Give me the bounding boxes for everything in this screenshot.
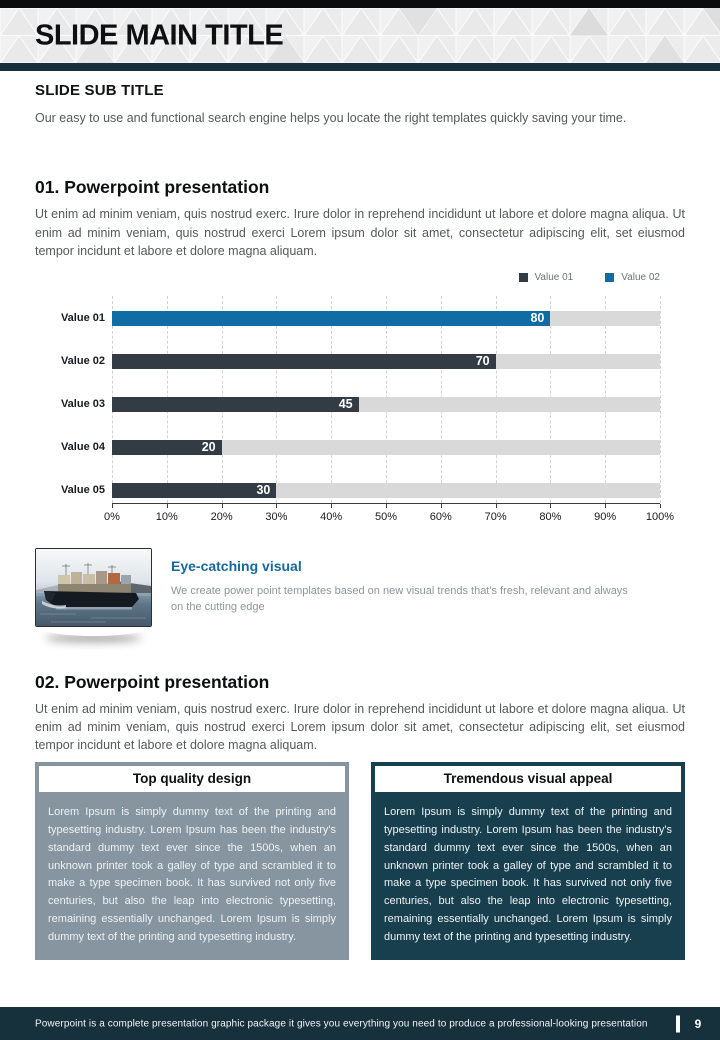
bar-value-label: 45 <box>338 397 353 412</box>
x-tick-label: 20% <box>210 510 233 523</box>
footer-bar: Powerpoint is a complete presentation gr… <box>0 1007 720 1040</box>
bar-chart: Value 01 Value 02 Value 01 80 Value 02 70 Val… <box>61 272 674 528</box>
legend-label: Value 02 <box>621 271 660 283</box>
x-tick-label: 10% <box>155 510 178 523</box>
feature-title: Eye-catching visual <box>171 557 302 574</box>
bar-value-label: 80 <box>530 311 545 326</box>
text-boxes-row: Top quality design Lorem Ipsum is simply… <box>35 762 685 961</box>
x-tick-mark <box>386 503 387 508</box>
box-body-text: Lorem Ipsum is simply dummy text of the … <box>48 806 336 943</box>
bar-value-label: 20 <box>201 440 216 455</box>
box-title: Tremendous visual appeal <box>375 766 681 793</box>
footer-text: Powerpoint is a complete presentation gr… <box>35 1018 648 1029</box>
category-label: Value 05 <box>60 483 105 496</box>
slide-content: SLIDE SUB TITLE Our easy to use and func… <box>0 71 720 961</box>
x-tick-label: 30% <box>265 510 288 523</box>
x-tick-mark <box>605 503 607 508</box>
header-divider <box>0 63 720 71</box>
bar-fill: 45 <box>112 396 359 412</box>
x-tick-mark <box>660 503 661 508</box>
x-tick-mark <box>112 503 113 508</box>
chart-legend: Value 01 Value 02 <box>112 272 660 283</box>
chart-row: Value 02 70 <box>61 353 660 369</box>
bar-value-label: 70 <box>475 354 490 369</box>
bar-fill: 30 <box>112 482 277 498</box>
category-label: Value 01 <box>60 311 105 324</box>
x-tick-label: 40% <box>320 510 343 523</box>
feature-block: Eye-catching visual We create power poin… <box>35 547 685 627</box>
container-ship-photo <box>35 547 152 627</box>
x-tick-mark <box>440 503 442 508</box>
section-2-heading: 02. Powerpoint presentation <box>35 671 270 692</box>
triangle-pattern-background <box>0 8 720 63</box>
bar-fill: 20 <box>112 439 222 455</box>
bar-fill: 80 <box>112 310 551 326</box>
image-shadow <box>41 620 146 636</box>
legend-swatch <box>518 272 528 282</box>
x-tick-label: 90% <box>594 510 617 523</box>
x-tick-mark <box>166 503 168 508</box>
x-tick-label: 60% <box>429 510 452 523</box>
x-tick-mark <box>495 503 497 508</box>
bar-fill: 70 <box>112 353 496 369</box>
x-tick-label: 70% <box>484 510 507 523</box>
header-band: SLIDE MAIN TITLE <box>0 8 720 63</box>
category-label: Value 04 <box>60 440 105 453</box>
x-tick-label: 80% <box>539 510 562 523</box>
intro-paragraph: Our easy to use and functional search en… <box>35 111 627 125</box>
section-1-body: Ut enim ad minim veniam, quis nostrud ex… <box>35 207 685 258</box>
section-1-heading: 01. Powerpoint presentation <box>35 177 270 198</box>
x-tick-label: 100% <box>645 510 675 523</box>
x-tick-label: 0% <box>104 510 120 523</box>
chart-row: Value 05 30 <box>61 482 660 498</box>
x-tick-mark <box>221 503 223 508</box>
chart-row: Value 04 20 <box>61 439 660 455</box>
legend-item: Value 02 <box>605 272 660 283</box>
x-tick-label: 50% <box>374 510 398 523</box>
slide-main-title: SLIDE MAIN TITLE <box>35 19 284 51</box>
chart-plot-area: Value 01 80 Value 02 70 Value 03 45 Value 04 20… <box>61 295 661 504</box>
feature-description: We create power point templates based on… <box>171 584 628 614</box>
box-top-quality-design: Top quality design Lorem Ipsum is simply… <box>35 762 349 961</box>
chart-x-axis: 0% 10% 20% 30% 40% 50% 60% 70% 80% 90% 100% <box>104 503 674 528</box>
legend-label: Value 01 <box>534 271 574 283</box>
x-tick-mark <box>276 503 278 508</box>
box-body-text: Lorem Ipsum is simply dummy text of the … <box>384 806 672 943</box>
top-black-bar <box>0 0 720 8</box>
legend-item: Value 01 <box>518 271 574 283</box>
box-title: Top quality design <box>39 766 345 793</box>
bar-value-label: 30 <box>256 483 271 498</box>
legend-swatch <box>605 272 615 282</box>
section-2-body: Ut enim ad minim veniam, quis nostrud ex… <box>35 701 685 752</box>
page-number-separator <box>676 1015 680 1032</box>
chart-row: Value 01 80 <box>61 310 660 326</box>
x-tick-mark <box>331 503 333 508</box>
gridline <box>660 295 661 503</box>
chart-row: Value 03 45 <box>61 396 660 412</box>
feature-text: Eye-catching visual We create power poin… <box>171 548 641 627</box>
x-tick-mark <box>550 503 552 508</box>
category-label: Value 02 <box>60 354 105 367</box>
slide-sub-title: SLIDE SUB TITLE <box>35 82 164 99</box>
box-tremendous-visual-appeal: Tremendous visual appeal Lorem Ipsum is … <box>371 762 685 961</box>
feature-image-wrap <box>35 547 152 627</box>
bar-track <box>112 439 660 455</box>
category-label: Value 03 <box>60 397 105 410</box>
page-number: 9 <box>694 1016 702 1031</box>
